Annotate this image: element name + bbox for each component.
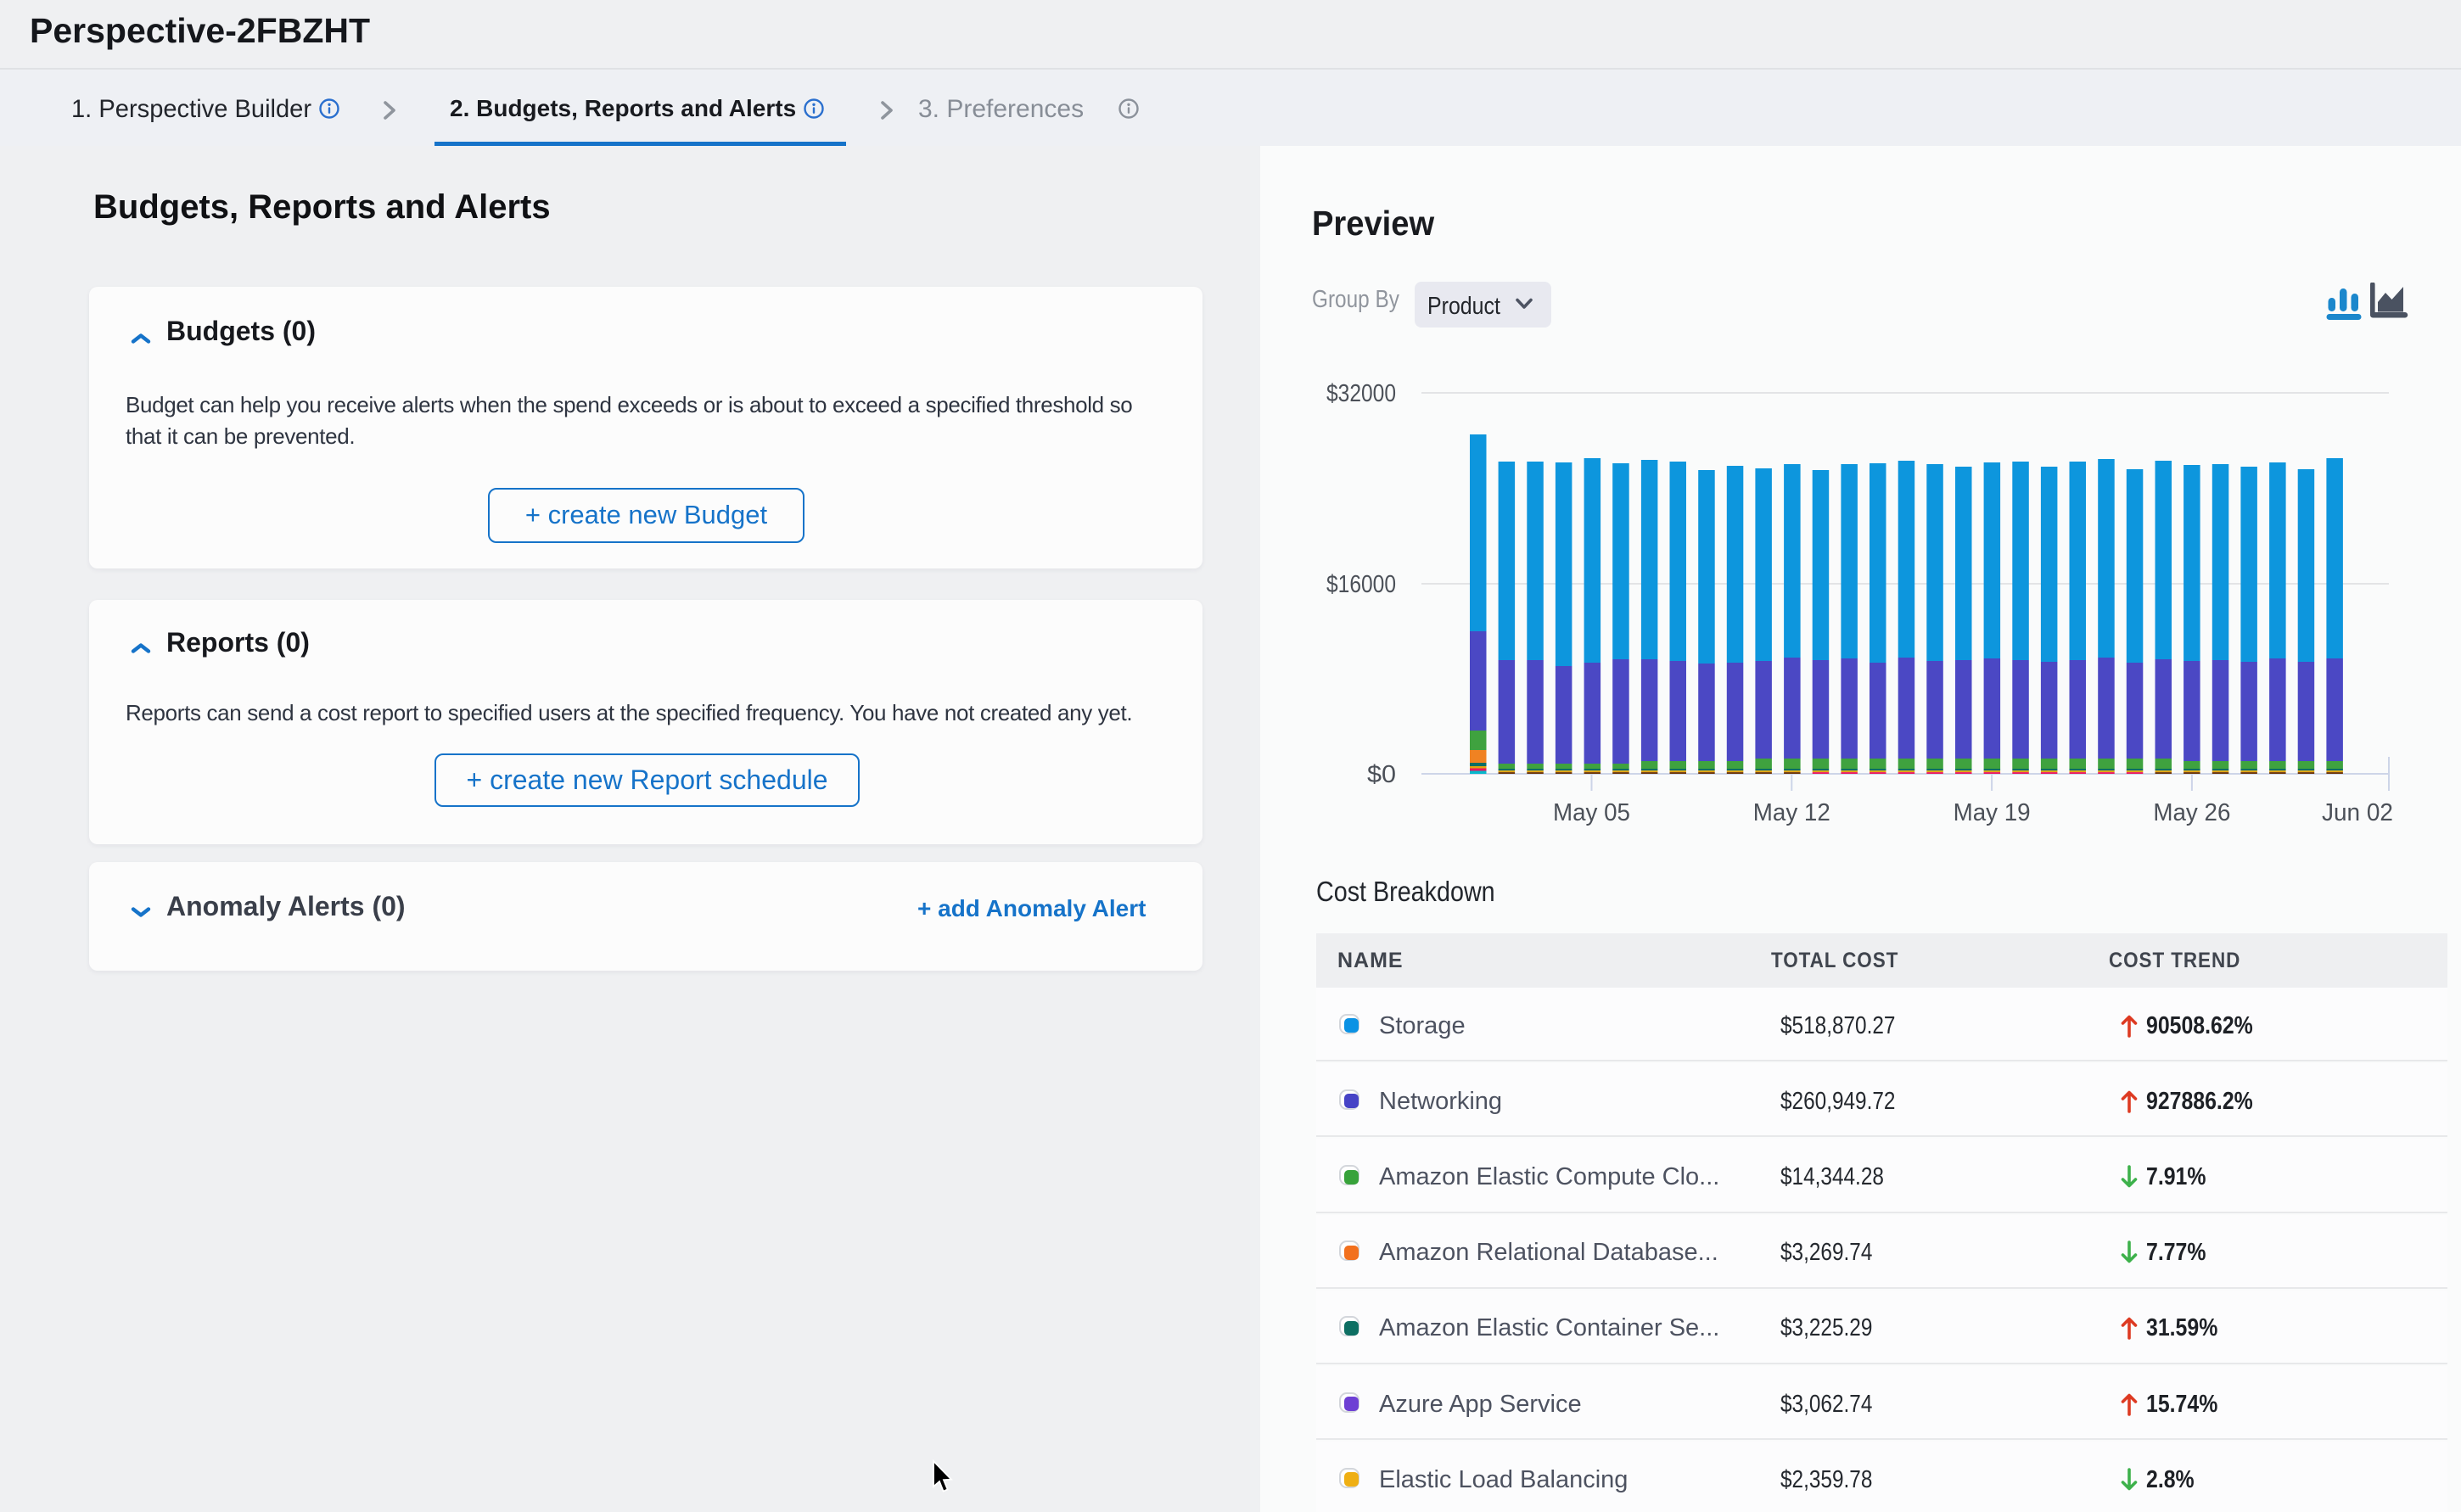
svg-text:$32000: $32000 xyxy=(1326,380,1396,407)
svg-text:May 19: May 19 xyxy=(1954,799,2031,826)
svg-text:May 12: May 12 xyxy=(1753,799,1830,826)
svg-text:May 26: May 26 xyxy=(2153,799,2230,826)
svg-text:$16000: $16000 xyxy=(1326,571,1396,598)
svg-text:Jun 02: Jun 02 xyxy=(2322,799,2393,826)
svg-text:May 05: May 05 xyxy=(1553,799,1630,826)
svg-text:$0: $0 xyxy=(1367,761,1396,788)
